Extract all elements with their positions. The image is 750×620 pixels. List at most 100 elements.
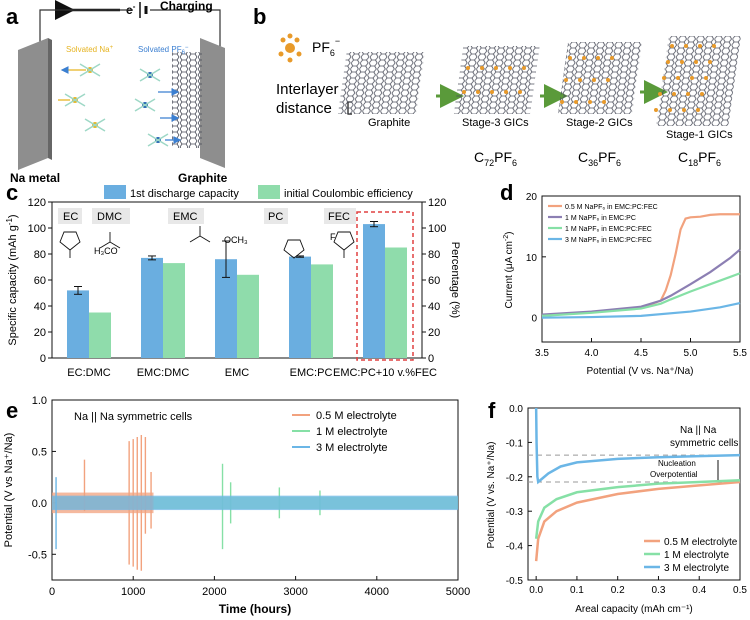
solvated-na-ions [72, 67, 98, 128]
panel-letter-c: c [6, 180, 18, 205]
graphite-layers [172, 52, 202, 148]
ytick-label-left-c: 120 [28, 197, 46, 209]
bar-ice [89, 312, 111, 358]
title-f-1: Na || Na [680, 425, 717, 436]
right-wire [150, 9, 221, 60]
legend-label-d: 1 M NaPF₆ in EMC:PC:FEC [565, 226, 652, 233]
ytick-label-f: -0.3 [506, 507, 524, 518]
molecule-sketches [59, 226, 355, 259]
charging-label: Charging [160, 0, 213, 13]
category-label: EMC:PC [290, 367, 333, 379]
bars-c [67, 221, 407, 358]
ytick-label-left-c: 100 [28, 223, 46, 235]
xtick-label-e: 5000 [446, 586, 470, 598]
graphite-electrode [200, 38, 225, 168]
fluoro-fec: F [330, 232, 336, 242]
legend-label-f: 3 M electrolyte [664, 563, 729, 574]
stage1-label: Stage-1 GICs [666, 129, 733, 141]
interlayer-label: Interlayer [276, 81, 339, 98]
annot-nucleation: Nucleation [658, 459, 696, 468]
panel-letter-b: b [253, 4, 266, 29]
highlight-fec-box [356, 211, 414, 361]
methoxy-dmc: H₃CO [94, 246, 118, 256]
bar-capacity [289, 256, 311, 358]
graphite-stack-label: Graphite [368, 117, 410, 129]
distance-label: distance [276, 100, 332, 117]
solvent-emc: EMC [173, 211, 198, 223]
lines-d [541, 213, 741, 319]
formula-stage2: C36PF6 [578, 149, 621, 168]
xtick-label-f: 0.5 [733, 585, 747, 596]
bar-ice [311, 264, 333, 358]
panel-letter-e: e [6, 398, 18, 423]
xtick-label-d: 5.5 [733, 348, 747, 359]
ytick-label-d: 10 [526, 253, 538, 264]
xlabel-d: Potential (V vs. Na⁺/Na) [587, 366, 694, 377]
lsv-line [541, 248, 741, 316]
ticks-d: 3.5 4.0 4.5 5.0 5.5 0 10 20 [526, 192, 748, 359]
xlabel-e: Time (hours) [219, 602, 291, 616]
category-label: EMC:DMC [137, 367, 190, 379]
stage2-stack [557, 42, 643, 114]
ytick-label-right-c: 120 [428, 197, 446, 209]
solvent-dmc: DMC [97, 211, 122, 223]
voltage-line [534, 480, 741, 562]
graphite-stack [337, 52, 425, 114]
pf6-move-arrows [158, 88, 182, 144]
legend-label-d: 1 M NaPF₆ in EMC:PC [565, 215, 636, 222]
formula-stage3: C72PF6 [474, 149, 517, 168]
panel-a: a e- Charging Solvated Na+ Solvated PF6− [6, 0, 228, 185]
ytick-label-e: -0.5 [28, 549, 47, 561]
ytick-label-right-c: 0 [428, 353, 434, 365]
axes-frame-f [527, 407, 741, 581]
ytick-label-left-c: 60 [34, 275, 46, 287]
ytick-label-left-c: 80 [34, 249, 46, 261]
legend-label-d: 0.5 M NaPF₆ in EMC:PC:FEC [565, 204, 658, 211]
category-labels-c: EC:DMC EMC:DMC EMC EMC:PC EMC:PC+10 v.%FEC [67, 367, 437, 379]
bar-ice [163, 263, 185, 358]
xtick-label-e: 3000 [283, 586, 307, 598]
legend-capacity: 1st discharge capacity [130, 188, 239, 200]
pf6-molecule-icon [285, 43, 295, 53]
bar-capacity [363, 224, 385, 358]
legend-label-e: 3 M electrolyte [316, 442, 388, 454]
ylabel-f: Potential (V vs. Na⁺/Na) [486, 442, 497, 549]
title-f-2: symmetric cells [670, 438, 738, 449]
legend-label-e: 1 M electrolyte [316, 426, 388, 438]
ylabel-e: Potential (V vs Na⁺/Na) [3, 433, 15, 548]
formula-stage1: C18PF6 [678, 149, 721, 168]
ytick-label-f: -0.5 [506, 576, 524, 587]
title-e: Na || Na symmetric cells [74, 411, 193, 423]
axes-frame-e [51, 399, 459, 581]
legend-ice: initial Coulombic efficiency [284, 188, 413, 200]
voltage-line [534, 407, 741, 485]
ytick-label-left-c: 0 [40, 353, 46, 365]
stage3-stack [453, 46, 540, 114]
solvent-pc: PC [268, 211, 283, 223]
legend-label-f: 1 M electrolyte [664, 550, 729, 561]
ticks-f: 0.0 0.1 0.2 0.3 0.4 0.5 -0.5 -0.4 -0.3 -0.2 -0.1 0.… [506, 404, 748, 596]
bar-capacity [141, 257, 163, 358]
stage1-stack [654, 36, 741, 126]
trace-band [52, 495, 458, 511]
pf6-solvent-shell [134, 68, 169, 147]
ytick-label-right-c: 60 [428, 275, 440, 287]
panel-b: b PF6− Interlayer distance Graphite Stag… [253, 4, 741, 168]
category-label: EMC [225, 367, 250, 379]
solvated-pf6-ions [142, 72, 161, 143]
annot-overpotential: Overpotential [650, 470, 698, 479]
ytick-label-f: 0.0 [509, 404, 523, 415]
pf6-legend: PF6− [312, 36, 340, 58]
panel-letter-a: a [6, 4, 19, 29]
bar-capacity [67, 290, 89, 358]
xtick-label-f: 0.3 [652, 585, 666, 596]
ytick-label-f: -0.4 [506, 542, 524, 553]
stage3-label: Stage-3 GICs [462, 117, 529, 129]
ylabel-d: Current (μA cm-2) [503, 231, 515, 308]
panel-f: f 0.0 0.1 0.2 0.3 0.4 0.5 -0.5 -0.4 -0.3 -0.2 -0.1… [486, 398, 747, 615]
legend-label-e: 0.5 M electrolyte [316, 410, 397, 422]
panel-c: c 1st discharge capacity initial Coulomb… [5, 180, 461, 379]
na-metal-electrode [18, 38, 48, 170]
ylabel-right-c: Percentage (%) [449, 242, 461, 318]
